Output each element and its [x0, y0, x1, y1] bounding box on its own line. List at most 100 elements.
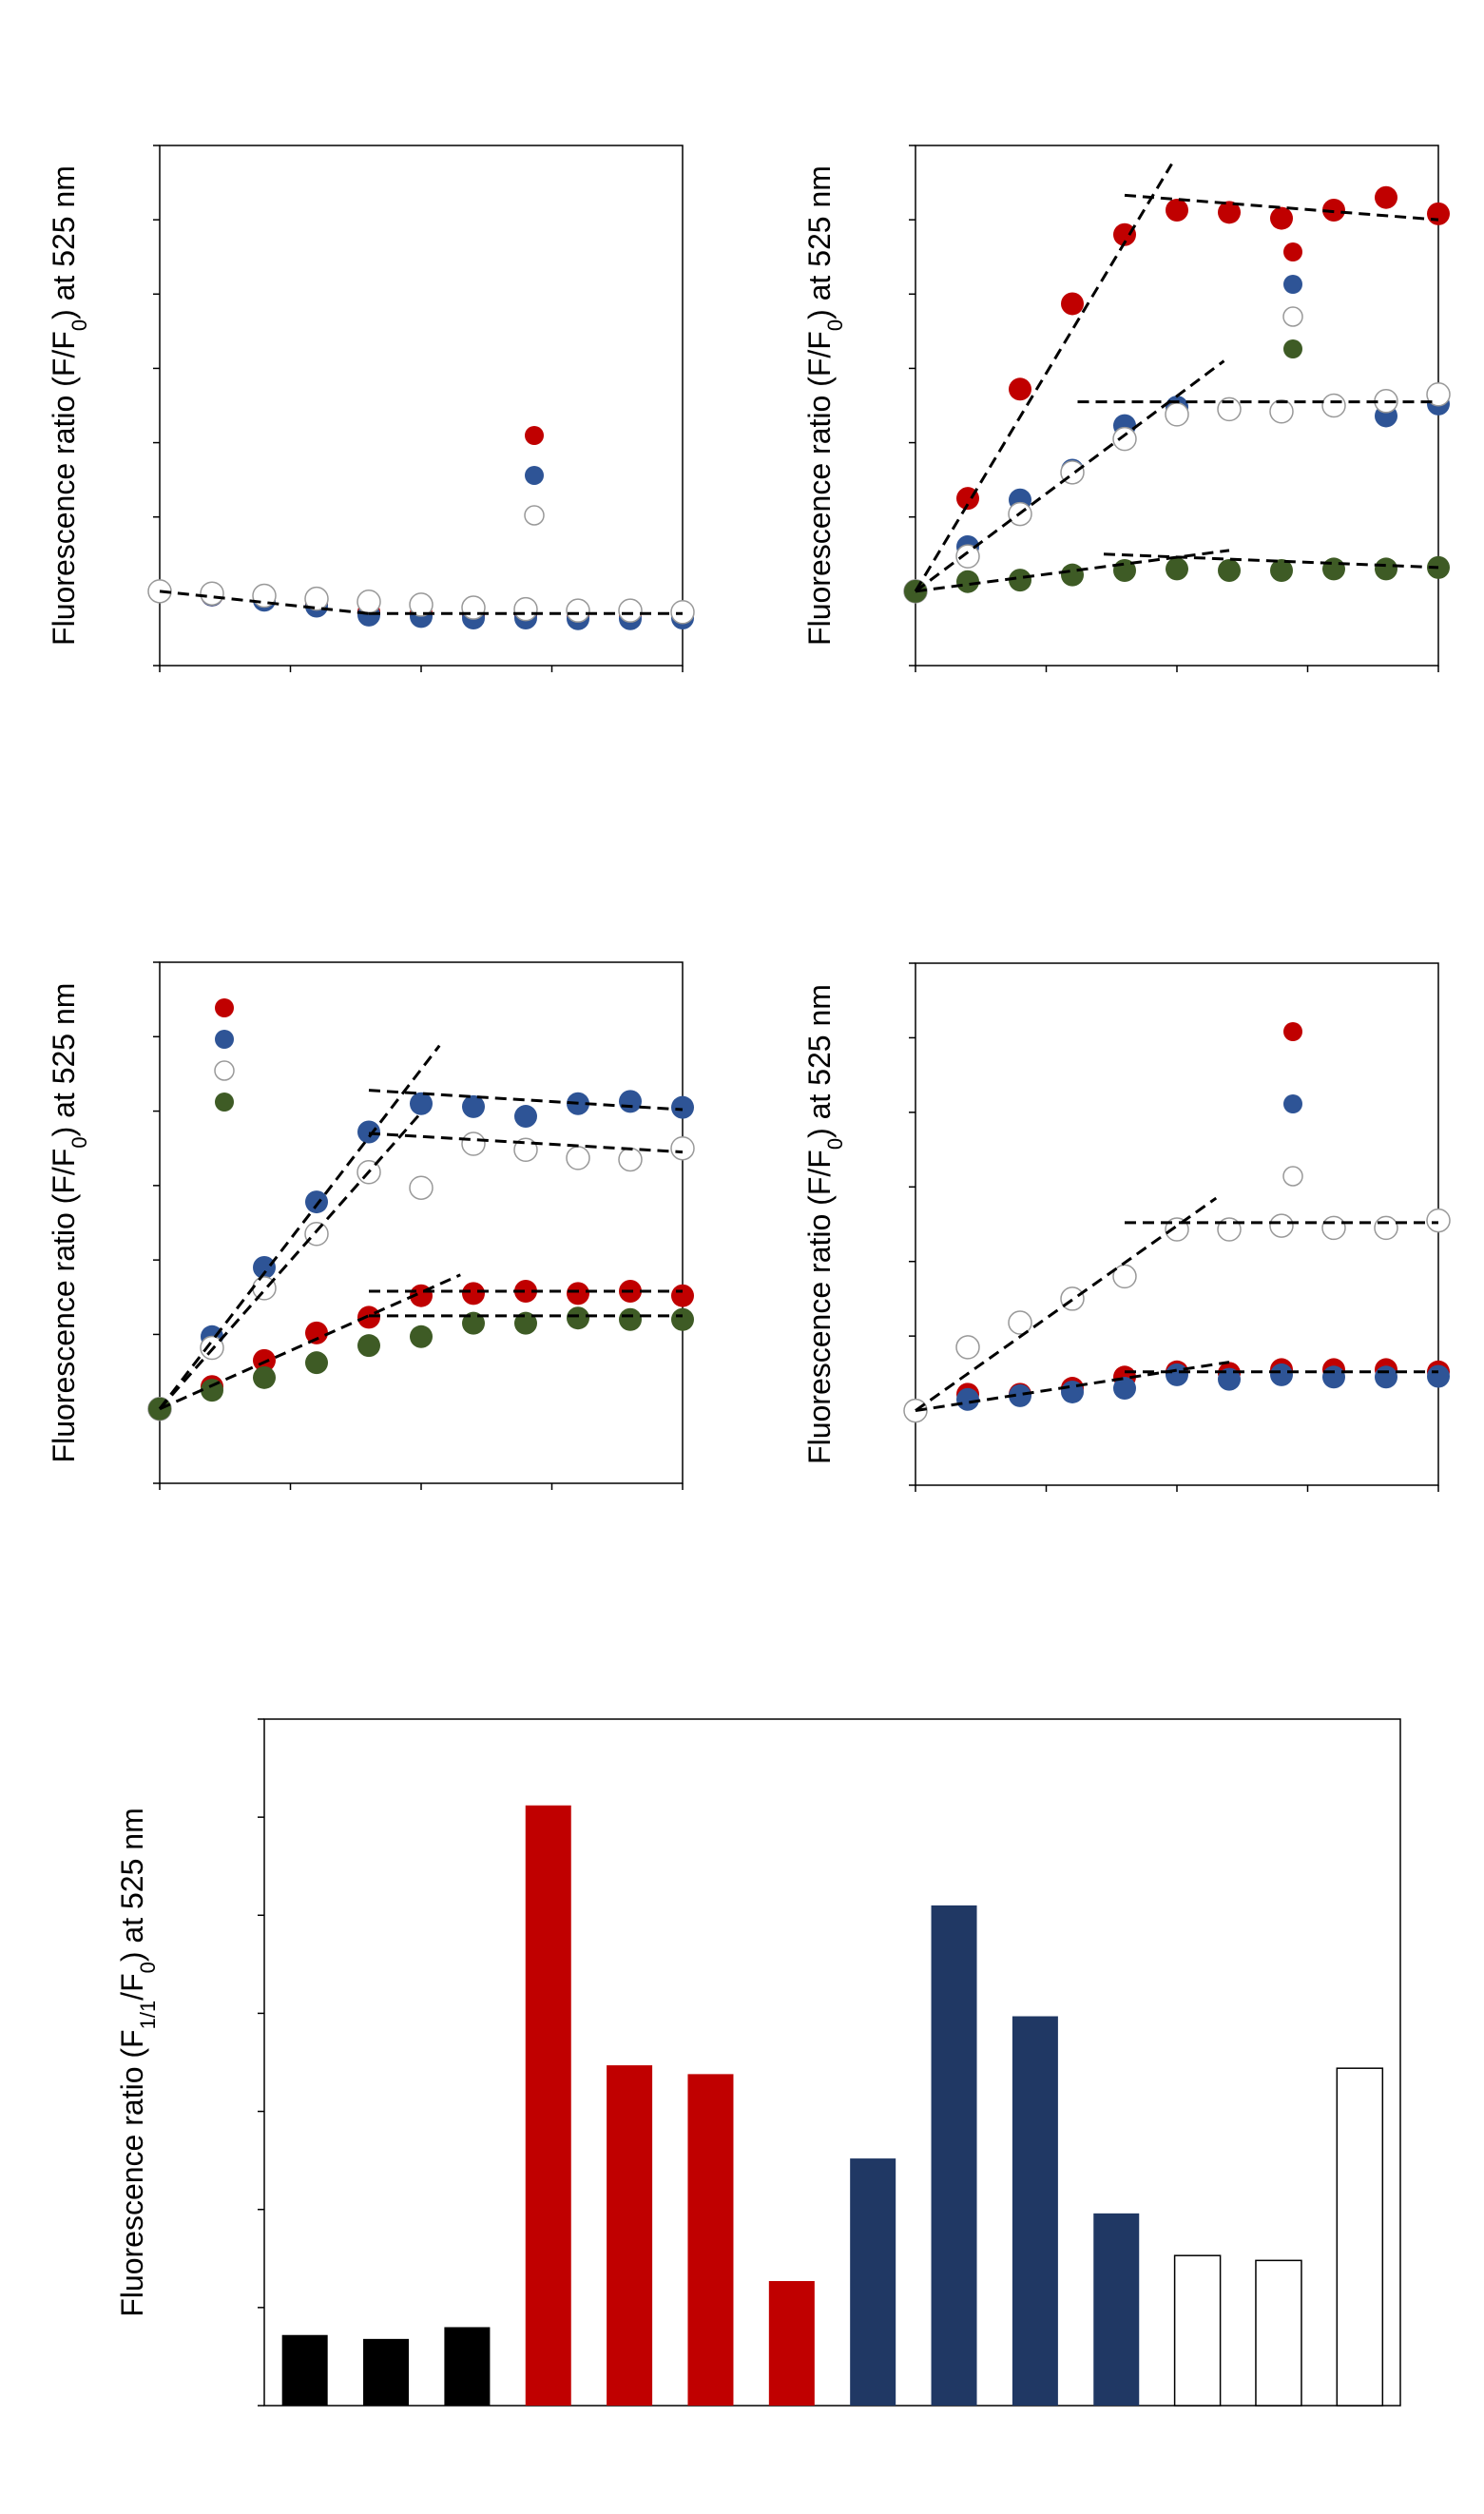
y-axis-title: Fluorescence ratio (F/F0) at 525 nm [47, 983, 91, 1463]
legend-marker [1283, 339, 1302, 358]
data-point [1427, 202, 1450, 225]
data-point [1009, 569, 1031, 592]
data-point [514, 1105, 537, 1129]
legend-marker [1282, 306, 1303, 327]
legend-marker [1283, 275, 1302, 294]
data-point [514, 1311, 537, 1335]
series-P3Q3 [903, 1208, 1451, 1423]
data-point [305, 1351, 328, 1375]
bar [1093, 2213, 1140, 2406]
fit-line [158, 1044, 441, 1410]
series-P4Q1 [904, 555, 1450, 603]
data-point [1008, 1310, 1032, 1335]
bar [363, 2338, 410, 2406]
data-point [461, 595, 486, 620]
data-point [1270, 558, 1293, 582]
legend-marker [215, 1093, 234, 1112]
data-point [566, 1146, 590, 1170]
data-point [253, 1255, 276, 1279]
data-point [956, 1387, 979, 1411]
data-point [253, 1348, 276, 1372]
data-point [1269, 1213, 1294, 1238]
bar [850, 2158, 896, 2406]
legend-marker [1283, 1022, 1302, 1041]
data-point [200, 581, 224, 606]
data-point [1427, 1364, 1450, 1388]
fit-line [368, 1131, 684, 1154]
legend-marker [525, 426, 544, 445]
data-point [410, 1092, 433, 1115]
y-axis-title: Fluorescence ratio (F1/1/F0) at 525 nm [115, 1808, 160, 2316]
bar [444, 2327, 491, 2406]
y-axis-title: Fluorescence ratio (F/F0) at 525 nm [802, 984, 847, 1464]
data-point [567, 1282, 589, 1305]
plot-frame [263, 1718, 1401, 2407]
fit-line [159, 1273, 461, 1411]
panel-E: Fluorescence ratio (F1/1/F0) at 525 nm [115, 1718, 1401, 2407]
legend-marker [215, 998, 234, 1017]
data-point [201, 1379, 223, 1402]
data-point [956, 570, 979, 593]
data-point [670, 1135, 695, 1161]
data-point [1112, 1264, 1137, 1289]
series-P1Q2 [148, 1280, 694, 1421]
data-point [462, 1282, 485, 1305]
bar [1173, 2254, 1222, 2407]
data-point [1270, 1363, 1293, 1386]
panel-D: Fluorescence ratio (F/F0) at 525 nm [802, 962, 1451, 1492]
legend-marker [1283, 242, 1302, 261]
data-point [1321, 393, 1346, 418]
data-point [1322, 1365, 1345, 1389]
data-point [1321, 1215, 1346, 1241]
data-point [1112, 426, 1137, 452]
bar [768, 2281, 815, 2406]
bar [525, 1805, 571, 2406]
plot-frame [159, 961, 684, 1484]
legend-marker [214, 1060, 235, 1081]
bar [1012, 2016, 1058, 2406]
data-point [304, 586, 329, 611]
data-point [1426, 382, 1451, 407]
data-point [409, 592, 434, 617]
series-P3Q0 [147, 579, 695, 625]
data-point [1061, 292, 1084, 316]
fit-line [915, 1196, 1218, 1412]
data-point [618, 598, 643, 623]
bar [931, 1905, 977, 2406]
data-point [671, 1307, 694, 1331]
legend [214, 998, 235, 1112]
data-point [462, 1311, 485, 1335]
data-point [1009, 377, 1031, 401]
data-point [1166, 198, 1188, 222]
data-point [1375, 557, 1397, 581]
data-point [1270, 206, 1293, 230]
data-point [1166, 557, 1188, 581]
series-P4Q2 [148, 1306, 694, 1421]
data-point [410, 1325, 433, 1348]
data-point [1322, 198, 1345, 222]
data-point [1113, 1377, 1136, 1401]
data-point [357, 1334, 380, 1358]
data-point [671, 1284, 694, 1307]
bar [687, 2074, 734, 2406]
legend [1282, 242, 1303, 358]
data-point [671, 1095, 694, 1119]
data-point [305, 1321, 328, 1344]
data-point [619, 1090, 642, 1113]
plot-frame [159, 145, 684, 667]
legend-marker [525, 466, 544, 485]
legend-marker [1283, 1094, 1302, 1113]
data-point [357, 1120, 380, 1144]
panel-A: Fluorescence ratio (F/F0) at 525 nm [47, 145, 695, 672]
data-point [461, 1131, 486, 1156]
data-point [1426, 1208, 1451, 1233]
legend-marker [524, 505, 545, 526]
y-axis-title: Fluorescence ratio (F/F0) at 525 nm [802, 165, 847, 646]
panel-B: Fluorescence ratio (F/F0) at 525 nm [802, 145, 1451, 672]
data-point [1218, 558, 1241, 582]
data-point [1165, 402, 1189, 427]
bar [281, 2334, 328, 2406]
legend [1282, 1022, 1303, 1187]
data-point [357, 1305, 380, 1329]
